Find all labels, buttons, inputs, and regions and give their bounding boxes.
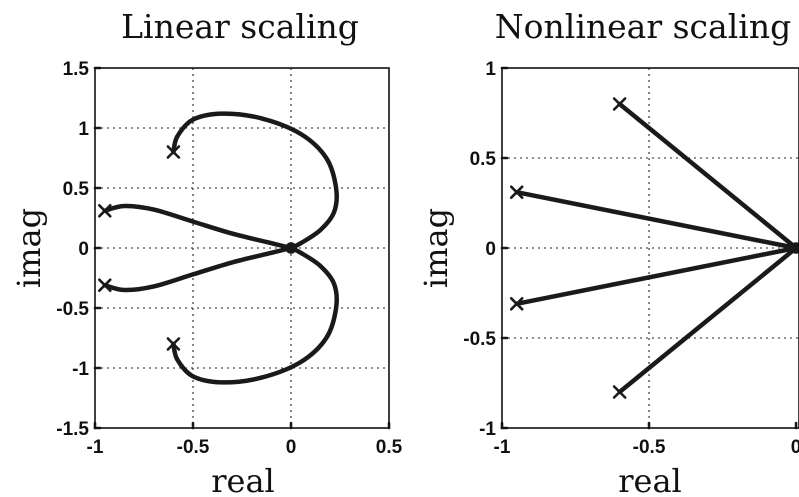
nonlinear-scaling-axes-frame [501, 67, 799, 429]
y-tick-label: 1.5 [63, 59, 90, 80]
linear-scaling-panel: Linear scaling real imag -1 -0.5 0 0.5 1.5 1 0… [10, 7, 403, 497]
pole-marker [166, 337, 181, 351]
y-tick-label: -0.5 [463, 329, 496, 350]
locus-branch [102, 203, 294, 251]
locus-branch [617, 101, 799, 251]
pole-marker [612, 385, 627, 399]
nonlinear-scaling-locus [509, 97, 799, 399]
x-tick-label: 0 [791, 437, 799, 458]
linear-scaling-ticks: -1 -0.5 0 0.51.510.50-0.5-1-1.5 [56, 59, 402, 458]
locus-branch [617, 245, 799, 395]
x-tick-label: -1 [87, 437, 104, 458]
nonlinear-scaling-grid [502, 68, 799, 428]
y-tick-label: -0.5 [56, 299, 89, 320]
y-tick-label: 1 [78, 119, 89, 140]
nonlinear-scaling-ylabel: imag [417, 208, 455, 288]
x-tick-label: -0.5 [633, 437, 666, 458]
locus-branch [171, 111, 339, 251]
linear-scaling-axes-frame [94, 67, 390, 429]
pole-marker [98, 204, 112, 218]
locus-branch [171, 245, 339, 385]
pole-marker [509, 185, 524, 199]
x-tick-label: 0.5 [376, 437, 403, 458]
y-tick-label: -1 [72, 359, 89, 380]
zero-marker [790, 242, 799, 254]
x-tick-label: -0.5 [177, 437, 210, 458]
y-tick-label: 0.5 [63, 179, 90, 200]
y-tick-label: 0 [78, 239, 89, 260]
linear-scaling-ylabel: imag [10, 208, 48, 288]
linear-scaling-grid [95, 68, 389, 428]
nonlinear-scaling-xlabel: real [618, 462, 682, 497]
x-tick-label: 0 [286, 437, 297, 458]
y-tick-label: 1 [485, 59, 496, 80]
linear-scaling-title: Linear scaling [121, 7, 359, 46]
x-tick-label: -1 [494, 437, 511, 458]
y-tick-label: 0.5 [470, 149, 497, 170]
nonlinear-scaling-panel: Nonlinear scaling real imag -1 -0.5 0 1 0.5 0… [417, 7, 799, 497]
pole-marker [612, 97, 627, 111]
linear-scaling-xlabel: real [211, 462, 275, 497]
nonlinear-scaling-title: Nonlinear scaling [495, 7, 791, 46]
zero-marker [285, 242, 297, 254]
linear-scaling-locus [98, 111, 339, 385]
y-tick-label: -1.5 [56, 419, 89, 440]
nonlinear-scaling-ticks: -1 -0.5 0 1 0.5 0 -0.5 -1 [463, 59, 799, 458]
locus-branch [514, 189, 799, 251]
pole-marker [166, 145, 181, 159]
pole-marker [98, 278, 112, 293]
pole-marker [509, 296, 524, 311]
locus-branch [514, 245, 799, 307]
y-tick-label: 0 [485, 239, 496, 260]
locus-branch [102, 245, 294, 293]
y-tick-label: -1 [479, 419, 496, 440]
